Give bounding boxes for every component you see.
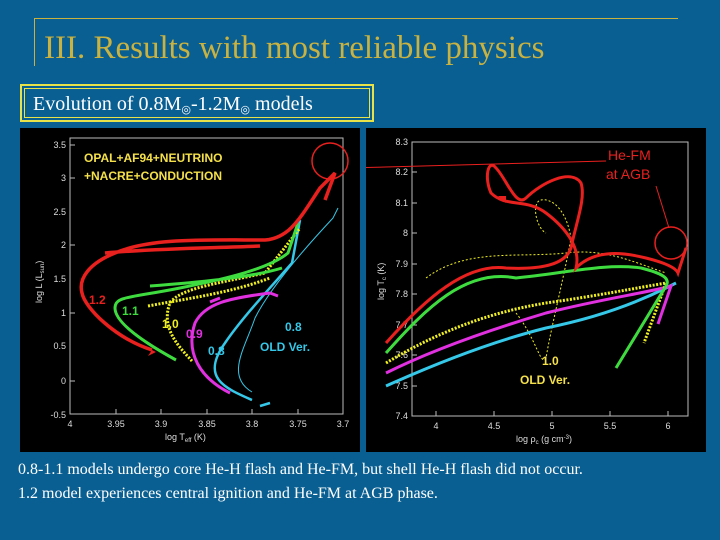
y-tick-label: 7.8 [395,289,408,299]
cross-panel-pointer-line [347,160,607,169]
subtitle-suffix: models [250,93,313,115]
hr-diagram-panel: 4 3.95 3.9 3.85 3.8 3.75 3.7 3.5 3 2.5 2… [20,128,360,452]
track-09 [190,291,279,395]
subtitle-box: Evolution of 0.8M◎-1.2M◎ models [20,84,374,122]
subtitle-mid: -1.2M [190,93,241,115]
x-tick-label: 3.95 [107,419,125,429]
core-x-tick-labels: 4 4.5 5 5.5 6 [433,421,670,431]
x-tick-label: 3.7 [337,419,350,429]
agb-highlight-circle [654,226,688,260]
core-x-axis-label: log ρc (g cm-3) [516,434,572,446]
label-m09: 0.9 [186,327,203,341]
y-tick-label: 8 [403,228,408,238]
hr-diagram: 4 3.95 3.9 3.85 3.8 3.75 3.7 3.5 3 2.5 2… [34,137,349,444]
x-tick-label: 5 [549,421,554,431]
track-old-10 [425,199,667,361]
y-tick-label: -0.5 [50,410,66,420]
track-old-08 [238,207,339,393]
label-m12: 1.2 [89,293,106,307]
core-track-11 [384,265,669,369]
hr-y-tick-labels: 3.5 3 2.5 2 1.5 1 0.5 0 -0.5 [50,140,66,420]
y-tick-label: 8.3 [395,137,408,147]
label-old-mass: 1.0 [542,354,559,368]
y-tick-label: 7.9 [395,259,408,269]
y-tick-label: 8.2 [395,167,408,177]
y-tick-label: 0.5 [53,341,66,351]
y-tick-label: 8.1 [395,198,408,208]
agb-pointer-line [655,185,670,229]
y-tick-label: 7.4 [395,411,408,421]
y-tick-label: 3 [61,173,66,183]
title-rule [34,18,678,19]
he-fm-label-line1: He-FM [608,147,651,163]
track-11 [113,222,300,362]
y-tick-label: 1 [61,308,66,318]
subtitle-prefix: Evolution of 0.8M [33,93,182,115]
y-tick-label: 7.5 [395,381,408,391]
y-tick-label: 1.5 [53,274,66,284]
core-track-09 [385,283,674,375]
physics-label-line1: OPAL+AF94+NEUTRINO [84,151,222,165]
slide-title: III. Results with most reliable physics [44,30,545,66]
x-tick-label: 4 [433,421,438,431]
hr-y-axis-label: log L (Lsun) [34,261,46,303]
hr-x-axis-label: log Teff (K) [165,432,206,444]
label-m08: 0.8 [208,344,225,358]
core-track-panel: 4 4.5 5 5.5 6 8.3 8.2 8.1 8 7.9 7.8 7.7 … [347,128,706,452]
hr-ticks [69,144,344,415]
core-track-10 [385,281,669,365]
x-tick-label: 6 [665,421,670,431]
x-tick-label: 4.5 [488,421,501,431]
core-y-axis-label: log Tc (K) [376,263,388,300]
core-track-08 [385,281,677,388]
agb-highlight-circle [311,142,349,180]
subtitle: Evolution of 0.8M◎-1.2M◎ models [24,88,370,118]
label-old-version: OLD Ver. [260,340,310,354]
x-tick-label: 3.9 [155,419,168,429]
core-ticks [412,171,669,416]
track-10 [147,227,302,363]
y-tick-label: 2 [61,240,66,250]
y-tick-label: 3.5 [53,140,66,150]
core-track-12 [384,164,688,344]
y-tick-label: 0 [61,376,66,386]
physics-label-line2: +NACRE+CONDUCTION [84,169,222,183]
x-tick-label: 3.85 [198,419,216,429]
label-old-version: OLD Ver. [520,373,570,387]
x-tick-label: 5.5 [604,421,617,431]
arrow-head-core-12 [498,196,506,203]
sun-symbol-icon: ◎ [240,104,251,116]
label-m11: 1.1 [122,304,139,318]
footer-line-2: 1.2 model experiences central ignition a… [18,485,438,502]
core-track-diagram: 4 4.5 5 5.5 6 8.3 8.2 8.1 8 7.9 7.8 7.7 … [347,137,689,446]
x-tick-label: 4 [67,419,72,429]
label-old-mass: 0.8 [285,320,302,334]
x-tick-label: 3.75 [289,419,307,429]
he-fm-label-line2: at AGB [606,166,650,182]
label-m10: 1.0 [162,317,179,331]
y-tick-label: 2.5 [53,207,66,217]
hr-x-tick-labels: 4 3.95 3.9 3.85 3.8 3.75 3.7 [67,419,349,429]
footer-line-1: 0.8-1.1 models undergo core He-H flash a… [18,461,583,478]
core-plot-frame [411,141,689,417]
arrow-head-12 [148,350,156,356]
sun-symbol-icon: ◎ [181,104,191,116]
track-12 [79,171,337,352]
track-08 [213,219,302,408]
title-rule-left [34,18,35,66]
x-tick-label: 3.8 [246,419,259,429]
